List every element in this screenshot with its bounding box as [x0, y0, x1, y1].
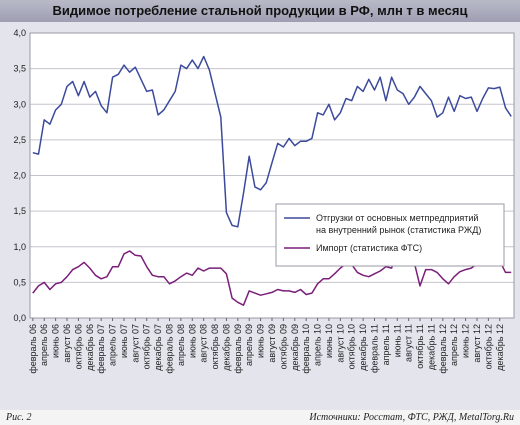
x-tick-label: октябрь 11	[415, 324, 425, 369]
figure-label: Рис. 2	[6, 412, 32, 423]
x-tick-label: август 06	[62, 324, 72, 363]
y-tick-label: 3,5	[13, 64, 26, 74]
x-tick-label: октябрь 10	[347, 324, 357, 369]
legend-label-shipments: Отгрузки от основных метпредприятий на вн…	[316, 213, 481, 235]
x-tick-label: декабрь 09	[290, 324, 300, 371]
y-tick-label: 0,0	[13, 313, 26, 323]
x-tick-label: август 09	[267, 324, 277, 363]
x-tick-label: июнь 11	[392, 324, 402, 357]
y-tick-label: 2,0	[13, 171, 26, 181]
x-tick-label: декабрь 10	[358, 324, 368, 371]
x-tick-label: февраль 09	[233, 324, 243, 374]
x-tick-label: апрель 09	[244, 324, 254, 366]
x-tick-label: август 07	[130, 324, 140, 363]
x-tick-label: октябрь 12	[483, 324, 493, 369]
x-tick-label: апрель 08	[176, 324, 186, 366]
x-tick-label: октябрь 08	[210, 324, 220, 369]
source-note: Источники: Росстат, ФТС, РЖД, MetalTorg.…	[309, 412, 514, 423]
x-tick-label: февраль 08	[165, 324, 175, 374]
y-tick-label: 2,5	[13, 135, 26, 145]
x-tick-label: август 12	[472, 324, 482, 363]
y-tick-label: 1,5	[13, 206, 26, 216]
x-tick-label: декабрь 11	[426, 324, 436, 370]
x-tick-label: июнь 09	[256, 324, 266, 358]
x-tick-label: август 11	[404, 324, 414, 362]
y-tick-label: 3,0	[13, 99, 26, 109]
y-tick-label: 4,0	[13, 28, 26, 38]
legend: Отгрузки от основных метпредприятий на вн…	[275, 203, 505, 267]
shipments-series-line	[32, 55, 512, 228]
import-series-line	[32, 248, 512, 306]
x-tick-label: декабрь 08	[221, 324, 231, 371]
x-tick-label: февраль 11	[369, 324, 379, 373]
y-tick-label: 1,0	[13, 242, 26, 252]
x-tick-label: февраль 10	[301, 324, 311, 374]
x-tick-label: август 08	[199, 324, 209, 363]
chart-title: Видимое потребление стальной продукции в…	[52, 3, 468, 18]
x-tick-label: декабрь 12	[495, 324, 505, 371]
x-tick-label: июнь 12	[461, 324, 471, 358]
x-tick-label: апрель 11	[381, 324, 391, 365]
x-tick-label: август 10	[335, 324, 345, 363]
x-tick-label: февраль 06	[28, 324, 38, 374]
legend-label-import: Импорт (статистика ФТС)	[316, 243, 422, 253]
x-tick-label: декабрь 06	[85, 324, 95, 371]
x-tick-label: июнь 06	[51, 324, 61, 358]
x-tick-label: декабрь 07	[153, 324, 163, 371]
footer-bar	[0, 410, 520, 425]
x-tick-label: июнь 07	[119, 324, 129, 358]
x-tick-label: февраль 12	[438, 324, 448, 374]
x-tick-label: июнь 08	[187, 324, 197, 358]
x-tick-label: июнь 10	[324, 324, 334, 358]
x-tick-label: апрель 10	[313, 324, 323, 366]
x-tick-label: апрель 12	[449, 324, 459, 366]
x-tick-label: октябрь 06	[73, 324, 83, 369]
x-tick-label: февраль 07	[96, 324, 106, 374]
title-bar	[0, 0, 520, 22]
x-tick-label: апрель 06	[39, 324, 49, 366]
y-tick-label: 0,5	[13, 277, 26, 287]
x-tick-label: апрель 07	[108, 324, 118, 366]
x-tick-label: октябрь 09	[278, 324, 288, 369]
legend-box	[275, 203, 505, 267]
x-tick-label: октябрь 07	[142, 324, 152, 369]
